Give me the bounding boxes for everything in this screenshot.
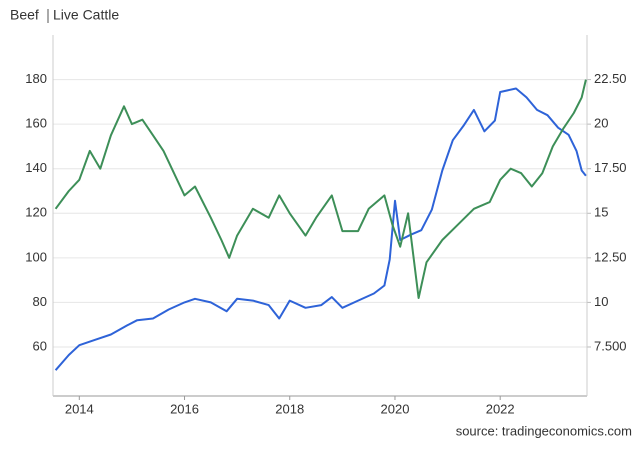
y-tick-label: 60 <box>33 338 47 353</box>
y-tick-label: 160 <box>25 116 47 131</box>
y2-tick-label: 22.50 <box>594 71 627 86</box>
y-tick-label: 140 <box>25 160 47 175</box>
legend-entry: Beef <box>10 7 39 23</box>
y-tick-label: 120 <box>25 205 47 220</box>
series-line <box>54 87 587 371</box>
y-tick-label: 80 <box>33 294 47 309</box>
y2-tick-label: 12.50 <box>594 249 627 264</box>
legend-entry: Live Cattle <box>53 7 119 23</box>
y-tick-label: 100 <box>25 249 47 264</box>
x-tick-label: 2022 <box>486 401 515 416</box>
y2-tick-label: 10 <box>594 294 608 309</box>
series-line <box>54 79 587 299</box>
y2-tick-label: 20 <box>594 116 608 131</box>
x-tick-label: 2016 <box>170 401 199 416</box>
x-tick-label: 2014 <box>65 401 94 416</box>
source-note: source: tradingeconomics.com <box>456 423 632 438</box>
y2-tick-label: 17.50 <box>594 160 627 175</box>
y2-tick-label: 7.500 <box>594 338 627 353</box>
y2-tick-label: 15 <box>594 205 608 220</box>
y-tick-label: 180 <box>25 71 47 86</box>
x-tick-label: 2018 <box>275 401 304 416</box>
x-tick-label: 2020 <box>381 401 410 416</box>
